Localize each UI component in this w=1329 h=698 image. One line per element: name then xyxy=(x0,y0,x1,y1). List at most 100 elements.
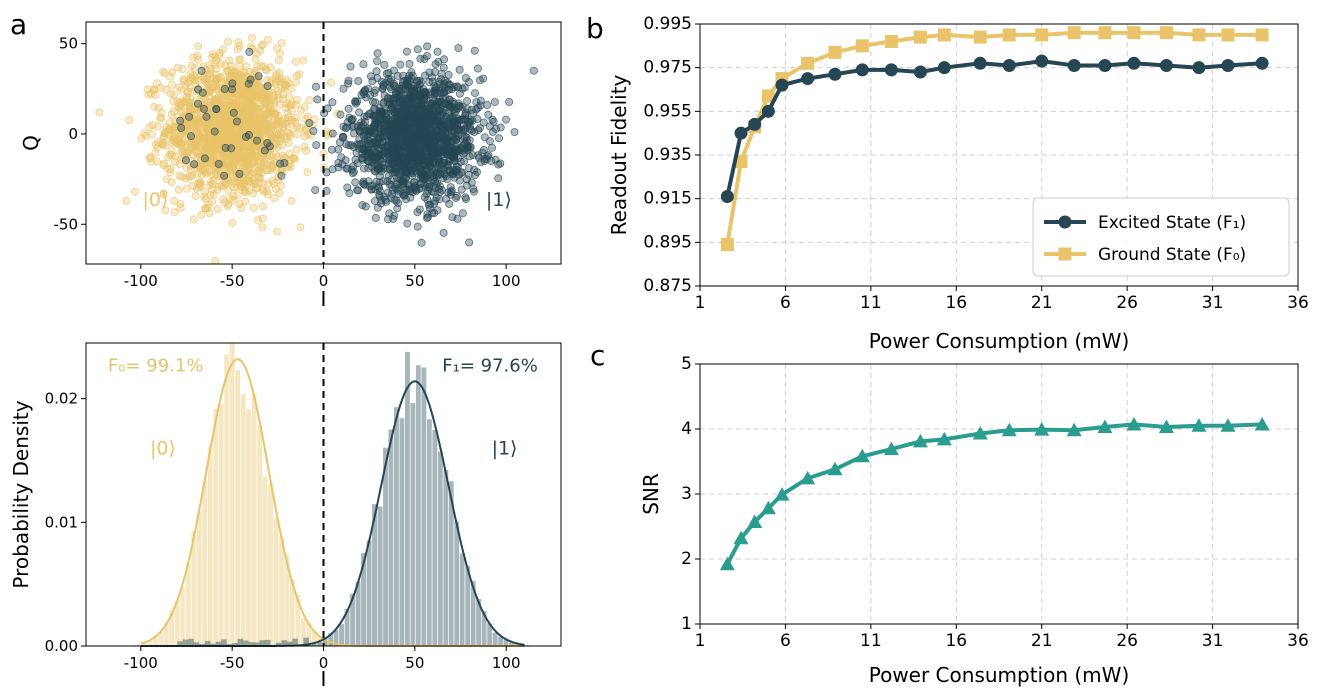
ground-point xyxy=(300,102,309,111)
excited-point xyxy=(462,133,471,142)
excited-point xyxy=(387,180,396,189)
excited-point xyxy=(202,112,211,121)
ground-point xyxy=(191,72,200,81)
ground-point xyxy=(228,218,237,227)
legend-marker xyxy=(1058,247,1072,261)
excited-point xyxy=(425,68,434,77)
excited-marker xyxy=(1127,56,1141,70)
ground-point xyxy=(195,131,204,140)
excited-point xyxy=(382,69,391,78)
excited-point xyxy=(263,82,272,91)
excited-point xyxy=(344,141,353,150)
ground-point xyxy=(161,129,170,138)
y-axis-label: Probability Density xyxy=(9,400,33,588)
x-tick-label: -50 xyxy=(220,272,245,290)
ground-point xyxy=(249,158,258,167)
excited-point xyxy=(403,219,412,228)
excited-point xyxy=(423,213,432,222)
ground-marker xyxy=(1002,28,1016,42)
ground-point xyxy=(174,185,183,194)
excited-bar xyxy=(459,552,466,646)
ground-point xyxy=(290,155,299,164)
x-tick-label: 31 xyxy=(1202,631,1224,651)
ground-point xyxy=(259,62,268,71)
y-tick-label: 0.955 xyxy=(643,101,692,121)
ground-point xyxy=(197,210,206,219)
x-axis-label: I xyxy=(321,287,327,311)
excited-bar xyxy=(492,631,499,646)
excited-point xyxy=(220,85,229,94)
excited-point xyxy=(405,59,414,68)
excited-point xyxy=(439,63,448,72)
excited-point xyxy=(351,99,360,108)
state-annotation: |0⟩ xyxy=(150,437,176,459)
ground-point xyxy=(226,102,235,111)
excited-marker xyxy=(1098,58,1112,72)
excited-point xyxy=(229,108,238,117)
y-tick-label: 0.02 xyxy=(45,390,78,408)
ground-point xyxy=(225,115,234,124)
excited-point xyxy=(373,150,382,159)
ground-bar xyxy=(240,393,247,646)
y-tick-label: 0 xyxy=(68,125,78,143)
ground-bar xyxy=(201,479,208,646)
excited-point xyxy=(305,119,314,128)
y-axis-label: Q xyxy=(19,135,43,151)
ground-point xyxy=(153,143,162,152)
panel-label-a: a xyxy=(10,8,27,41)
excited-marker xyxy=(884,63,898,77)
excited-marker xyxy=(1035,54,1049,68)
ground-point xyxy=(244,152,253,161)
excited-point xyxy=(425,88,434,97)
ground-point xyxy=(229,192,238,201)
excited-point xyxy=(334,163,343,172)
excited-point xyxy=(496,123,505,132)
excited-point xyxy=(480,156,489,165)
ground-point xyxy=(201,204,210,213)
ground-point xyxy=(258,202,267,211)
x-tick-label: 50 xyxy=(405,272,424,290)
state-annotation: |1⟩ xyxy=(486,189,512,211)
excited-point xyxy=(260,146,269,155)
ground-point xyxy=(196,124,205,133)
excited-point xyxy=(450,122,459,131)
ground-point xyxy=(228,132,237,141)
excited-point xyxy=(354,77,363,86)
ground-point xyxy=(259,179,268,188)
excited-bar xyxy=(237,638,244,646)
excited-point xyxy=(344,79,353,88)
excited-point xyxy=(380,60,389,69)
excited-point xyxy=(440,170,449,179)
y-tick-label: 4 xyxy=(681,419,692,439)
excited-point xyxy=(263,138,272,147)
ground-point xyxy=(299,56,308,65)
excited-point xyxy=(403,90,412,99)
ground-point xyxy=(237,204,246,213)
x-tick-label: 21 xyxy=(1031,631,1053,651)
ground-point xyxy=(293,130,302,139)
x-tick-label: -50 xyxy=(220,654,245,672)
x-tick-label: 50 xyxy=(405,654,424,672)
excited-point xyxy=(441,76,450,85)
excited-point xyxy=(389,81,398,90)
ground-point xyxy=(223,164,232,173)
ground-point xyxy=(181,174,190,183)
ground-marker xyxy=(855,39,869,53)
ground-point xyxy=(177,139,186,148)
excited-point xyxy=(254,72,263,81)
excited-point xyxy=(431,101,440,110)
excited-point xyxy=(379,98,388,107)
ground-point xyxy=(256,112,265,121)
excited-point xyxy=(327,145,336,154)
excited-point xyxy=(428,136,437,145)
ground-marker xyxy=(913,30,927,44)
excited-marker xyxy=(973,56,987,70)
ground-point xyxy=(215,48,224,57)
excited-point xyxy=(403,131,412,140)
excited-marker xyxy=(828,67,842,81)
ground-point xyxy=(227,62,236,71)
excited-bar xyxy=(188,638,194,646)
excited-point xyxy=(197,66,206,75)
excited-point xyxy=(383,215,392,224)
